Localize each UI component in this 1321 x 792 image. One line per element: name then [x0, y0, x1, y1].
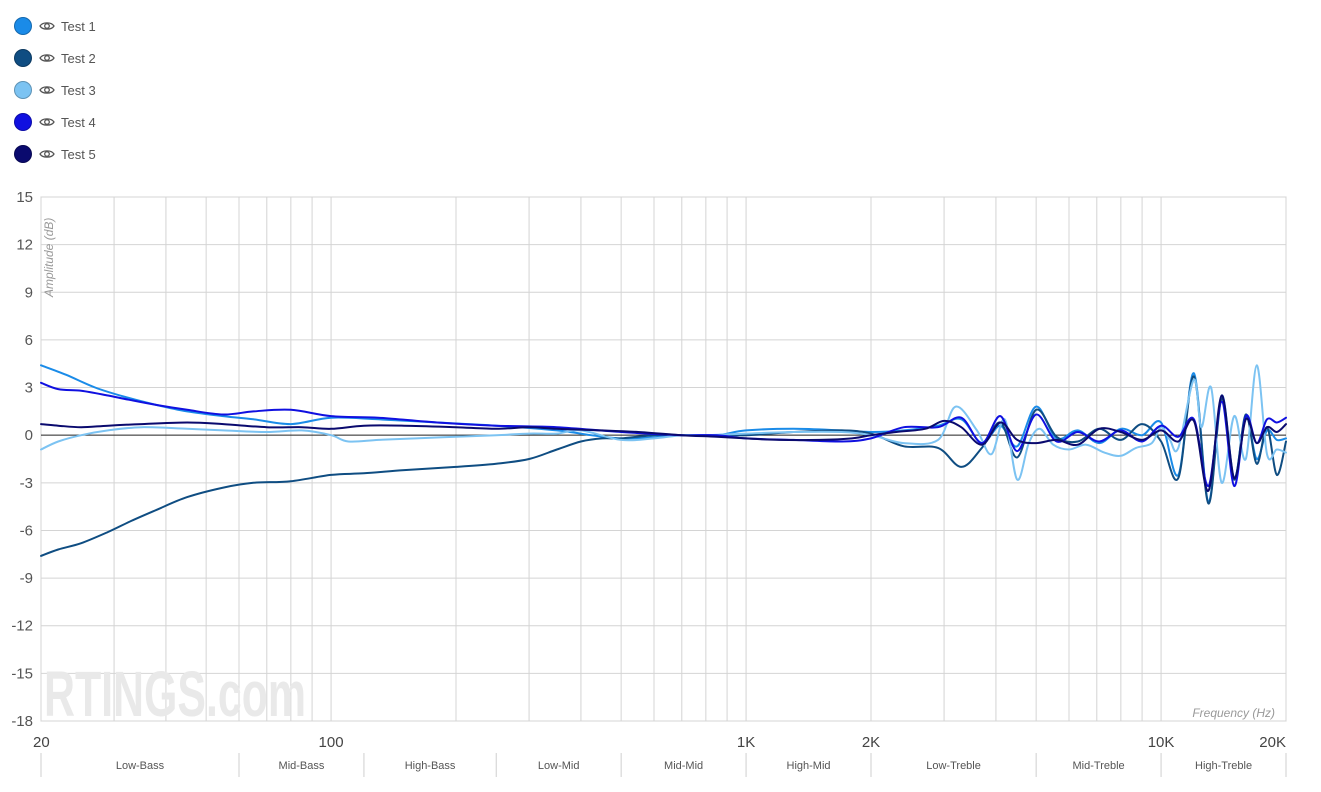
plot-frame	[40, 196, 1287, 722]
band-label: Low-Treble	[926, 760, 981, 772]
legend-label: Test 1	[61, 18, 96, 34]
legend-swatch[interactable]	[14, 81, 32, 99]
band-label: Low-Bass	[116, 760, 165, 772]
x-tick-label: 20	[33, 734, 50, 751]
eye-icon[interactable]	[39, 82, 55, 98]
y-tick-label: 6	[25, 332, 33, 349]
band-label: Mid-Bass	[279, 760, 325, 772]
x-tick-label: 1K	[737, 734, 755, 751]
y-axis-title: Amplitude (dB)	[42, 218, 56, 298]
eye-icon[interactable]	[39, 114, 55, 130]
series-line	[40, 375, 1287, 557]
band-label: High-Treble	[1195, 760, 1252, 772]
series-line	[40, 394, 1287, 492]
y-tick-label: 9	[25, 284, 33, 301]
y-tick-label: 15	[16, 189, 33, 206]
legend-swatch[interactable]	[14, 113, 32, 131]
legend-item[interactable]: Test 2	[14, 42, 96, 74]
y-tick-label: -12	[11, 618, 33, 635]
legend-label: Test 3	[61, 82, 96, 98]
band-label: High-Bass	[405, 760, 456, 772]
band-label: Mid-Mid	[664, 760, 703, 772]
rtings-watermark: RTINGS.com	[44, 658, 306, 730]
legend-swatch[interactable]	[14, 49, 32, 67]
x-tick-label: 100	[319, 734, 344, 751]
y-tick-label: 3	[25, 380, 33, 397]
band-label: Mid-Treble	[1073, 760, 1125, 772]
series-line	[40, 381, 1287, 488]
legend-label: Test 4	[61, 114, 96, 130]
legend: Test 1 Test 2 Test 3 Test 4 Test 5	[14, 10, 96, 170]
legend-label: Test 2	[61, 50, 96, 66]
y-tick-label: -9	[20, 570, 33, 587]
y-tick-label: -18	[11, 713, 33, 730]
eye-icon[interactable]	[39, 18, 55, 34]
x-tick-label: 10K	[1148, 734, 1175, 751]
legend-swatch[interactable]	[14, 17, 32, 35]
legend-item[interactable]: Test 1	[14, 10, 96, 42]
legend-swatch[interactable]	[14, 145, 32, 163]
legend-item[interactable]: Test 4	[14, 106, 96, 138]
x-tick-label: 20K	[1259, 734, 1286, 751]
eye-icon[interactable]	[39, 50, 55, 66]
legend-label: Test 5	[61, 146, 96, 162]
eye-icon[interactable]	[39, 146, 55, 162]
y-tick-label: -3	[20, 475, 33, 492]
band-label: Low-Mid	[538, 760, 580, 772]
y-tick-label: 12	[16, 237, 33, 254]
x-tick-label: 2K	[862, 734, 880, 751]
band-label: High-Mid	[787, 760, 831, 772]
legend-item[interactable]: Test 5	[14, 138, 96, 170]
y-tick-label: -15	[11, 665, 33, 682]
x-axis-title: Frequency (Hz)	[1192, 706, 1275, 720]
legend-item[interactable]: Test 3	[14, 74, 96, 106]
y-tick-label: 0	[25, 427, 33, 444]
y-tick-label: -6	[20, 522, 33, 539]
